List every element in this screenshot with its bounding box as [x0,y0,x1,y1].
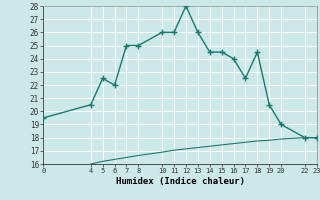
X-axis label: Humidex (Indice chaleur): Humidex (Indice chaleur) [116,177,244,186]
